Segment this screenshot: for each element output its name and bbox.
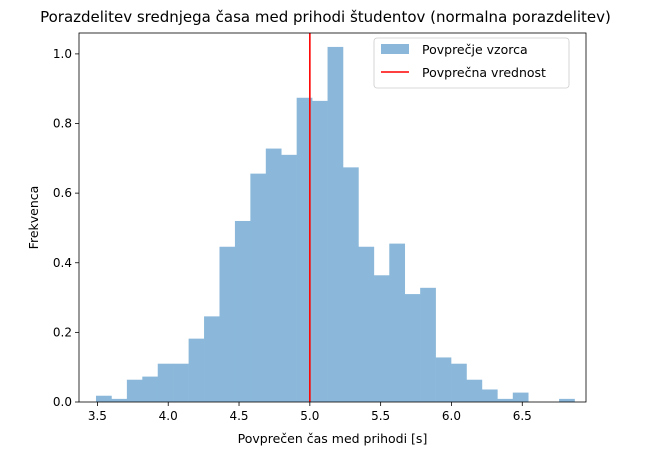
histogram-bar [435,357,452,402]
legend-label-mean-value: Povprečna vrednost [422,65,546,80]
y-tick-label: 1.0 [53,47,72,61]
chart-title: Porazdelitev srednjega časa med prihodi … [40,8,611,26]
x-tick-label: 6.5 [513,409,532,423]
histogram-bar [219,246,236,402]
histogram-bar [312,100,328,402]
histogram-bar [111,398,128,402]
histogram-bar [373,275,390,402]
histogram-bar [466,379,483,402]
histogram-bar [559,398,575,402]
histogram-bar [265,148,282,402]
x-tick-label: 4.0 [159,409,178,423]
y-tick-label: 0.8 [53,117,72,131]
y-tick-label: 0.0 [53,395,72,409]
legend-swatch-sample-mean [381,44,409,54]
y-tick-label: 0.4 [53,256,72,270]
histogram-bar [342,167,359,402]
histogram-bar [451,363,467,402]
histogram-bar [512,392,529,402]
x-tick-label: 3.5 [88,409,107,423]
x-tick-label: 4.5 [229,409,248,423]
histogram-bar [95,395,112,402]
histogram-bar [389,243,406,402]
legend: Povprečje vzorca Povprečna vrednost [373,37,570,89]
histogram-bar [327,46,344,402]
y-tick-label: 0.6 [53,186,72,200]
histogram-bar [142,376,159,402]
histogram-bar [481,389,498,402]
x-tick-label: 6.0 [442,409,461,423]
histogram-bar [420,287,436,402]
histogram-bar [404,294,421,402]
histogram-bar [296,97,313,402]
histogram-bar [157,363,174,402]
histogram-bar [497,398,514,402]
x-axis-label: Povprečen čas med prihodi [s] [238,431,428,446]
x-tick-label: 5.5 [371,409,390,423]
y-tick-label: 0.2 [53,325,72,339]
histogram-bar [281,154,297,402]
histogram-bar [204,316,220,402]
legend-box [373,37,570,89]
histogram-bar [173,363,189,402]
histogram-bar [250,173,267,402]
bars-group [95,46,575,402]
histogram-bar [234,220,251,402]
legend-label-sample-mean: Povprečje vzorca [422,42,528,57]
x-axis-ticks: 3.5 4.0 4.5 5.0 5.5 6.0 6.5 [88,402,532,423]
plot-frame [78,32,587,403]
y-axis-label: Frekvenca [26,186,41,250]
histogram-bar [126,379,143,402]
histogram-bar [358,246,375,402]
x-tick-label: 5.0 [300,409,319,423]
y-axis-ticks: 0.0 0.2 0.4 0.6 0.8 1.0 [53,47,79,409]
histogram-bar [188,338,205,402]
